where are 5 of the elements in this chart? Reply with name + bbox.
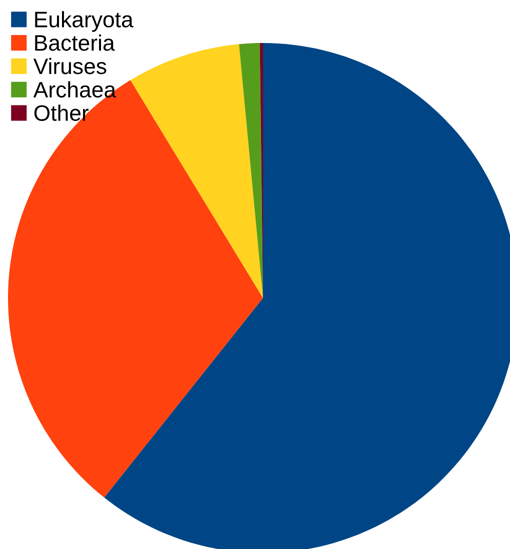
legend-label: Viruses	[33, 58, 106, 74]
legend-label: Other	[34, 104, 89, 121]
legend-label: Archaea	[33, 81, 116, 98]
legend-label: Bacteria	[35, 34, 115, 51]
legend-label: Eukaryota	[35, 11, 134, 32]
